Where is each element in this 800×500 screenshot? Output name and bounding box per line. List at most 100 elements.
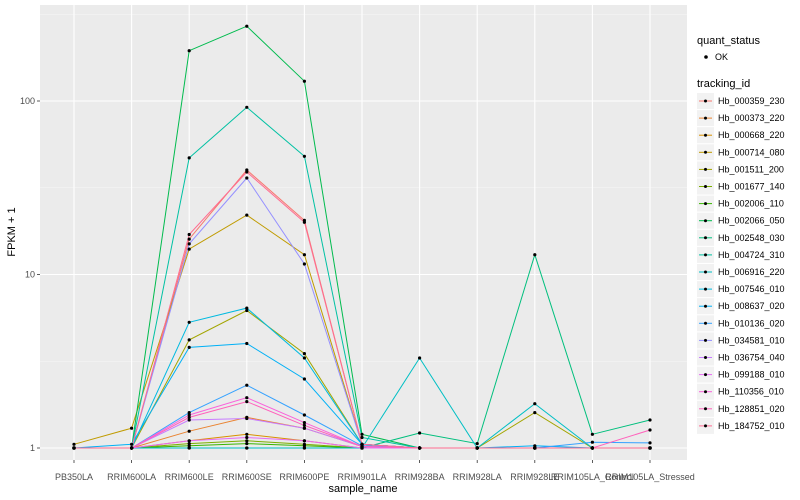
point-Hb_184752_010-RRIM928LE [533, 446, 537, 450]
point-Hb_128851_020-RRIM105LA_Stressed [648, 428, 652, 432]
x-tick-label-RRIM928BA: RRIM928BA [395, 472, 445, 482]
point-Hb_110356_010-RRIM600LE [187, 413, 191, 417]
legend-label-Hb_004724_310: Hb_004724_310 [718, 250, 785, 260]
point-Hb_008637_020-RRIM600PE [302, 377, 306, 381]
legend-label-Hb_000359_230: Hb_000359_230 [718, 96, 785, 106]
legend-title-tracking-id: tracking_id [697, 78, 750, 90]
point-Hb_184752_010-RRIM901LA [360, 442, 364, 446]
point-Hb_002548_030-RRIM928LE [533, 253, 537, 257]
plot-panel [40, 5, 687, 460]
legend-key-point-Hb_000373_220 [704, 116, 707, 120]
y-ticks: 1 10 100 [20, 96, 40, 453]
point-Hb_010136_020-RRIM600PE [302, 413, 306, 417]
point-Hb_007546_010-RRIM600SE [245, 306, 249, 310]
legend-label-Hb_002548_030: Hb_002548_030 [718, 233, 785, 243]
point-Hb_000359_230-RRIM600LE [187, 237, 191, 241]
point-Hb_001511_200-RRIM600LE [187, 338, 191, 342]
point-Hb_002548_030-RRIM928LA [475, 442, 479, 446]
point-Hb_004724_310-RRIM600SE [245, 105, 249, 109]
point-Hb_006916_220-RRIM600LE [187, 446, 191, 450]
legend: quant_status OK tracking_id Hb_000359_23… [697, 35, 785, 434]
point-Hb_099188_010-RRIM600SE [245, 435, 249, 440]
legend-key-point-Hb_128851_020 [704, 407, 707, 411]
point-Hb_036754_040-RRIM600SE [245, 416, 249, 421]
point-Hb_034581_010-RRIM600SE [245, 176, 249, 180]
legend-key-point-Hb_036754_040 [704, 356, 707, 359]
legend-key-point-Hb_099188_010 [704, 373, 707, 377]
point-Hb_099188_010-RRIM600LE [187, 439, 191, 443]
point-Hb_002006_110-RRIM600SE [245, 442, 249, 446]
point-Hb_004724_310-RRIM600LE [187, 156, 191, 160]
point-Hb_184752_010-RRIM928LA [475, 446, 479, 450]
legend-key-point-Hb_006916_220 [704, 270, 707, 274]
x-ticks: PB350LA RRIM600LA RRIM600LE RRIM600SE RRIM60… [55, 460, 695, 482]
point-Hb_128851_020-RRIM600SE [245, 400, 249, 404]
point-Hb_001511_200-RRIM600PE [302, 352, 306, 356]
legend-key-ok-point [704, 55, 708, 59]
legend-label-Hb_006916_220: Hb_006916_220 [718, 267, 785, 277]
point-Hb_034581_010-RRIM600PE [302, 262, 306, 266]
x-tick-label-RRIM600SE: RRIM600SE [222, 472, 272, 482]
point-Hb_008637_020-RRIM600LA [130, 442, 134, 446]
point-Hb_128851_020-RRIM600LE [187, 415, 191, 419]
points-layer [72, 24, 652, 450]
legend-label-Hb_002066_050: Hb_002066_050 [718, 216, 785, 226]
legend-title-quant-status: quant_status [697, 35, 760, 47]
point-Hb_007546_010-RRIM600PE [302, 356, 306, 360]
point-Hb_036754_040-RRIM600PE [302, 426, 306, 430]
legend-label-Hb_128851_020: Hb_128851_020 [718, 404, 785, 414]
point-Hb_002066_050-RRIM600PE [302, 79, 306, 83]
x-tick-label-RRIM928LE: RRIM928LE [510, 472, 559, 482]
legend-key-point-Hb_000714_080 [704, 150, 707, 154]
x-tick-label-RRIM928LA: RRIM928LA [453, 472, 502, 482]
y-tick-label-2: 100 [20, 96, 35, 106]
point-Hb_006916_220-RRIM928BA [418, 356, 422, 360]
legend-key-point-Hb_010136_020 [704, 321, 707, 325]
legend-label-Hb_036754_040: Hb_036754_040 [718, 353, 785, 363]
point-Hb_110356_010-RRIM600SE [245, 396, 249, 400]
point-Hb_002548_030-RRIM105LA_Stressed [648, 418, 652, 422]
x-tick-label-RRIM105LA_Control: RRIM105LA_Control [551, 472, 634, 482]
legend-label-ok: OK [715, 52, 728, 62]
legend-key-point-Hb_034581_010 [704, 338, 707, 342]
legend-label-Hb_000373_220: Hb_000373_220 [718, 113, 785, 123]
point-Hb_001511_200-RRIM600SE [245, 308, 249, 313]
point-Hb_002548_030-RRIM105LA_Control [590, 432, 595, 436]
x-tick-label-RRIM600PE: RRIM600PE [279, 472, 329, 482]
point-Hb_002548_030-RRIM928BA [418, 431, 422, 435]
point-Hb_184752_010-RRIM600PE [302, 220, 306, 224]
legend-key-point-Hb_000359_230 [704, 99, 707, 103]
legend-key-point-Hb_002548_030 [704, 236, 707, 240]
legend-label-Hb_001677_140: Hb_001677_140 [718, 182, 785, 192]
legend-key-point-Hb_008637_020 [704, 304, 707, 308]
point-Hb_099188_010-RRIM600PE [302, 439, 306, 443]
point-Hb_002006_110-RRIM600LE [187, 444, 191, 448]
point-Hb_010136_020-RRIM600LE [187, 411, 191, 415]
point-Hb_000373_220-RRIM600LE [187, 429, 191, 433]
legend-key-point-Hb_002006_110 [704, 202, 707, 206]
point-Hb_000714_080-RRIM600SE [245, 213, 249, 217]
point-Hb_007546_010-RRIM600LE [187, 320, 191, 324]
point-Hb_006916_220-RRIM600PE [302, 446, 306, 450]
point-Hb_000714_080-PB350LA [72, 442, 76, 446]
point-Hb_008637_020-RRIM928LE [533, 444, 537, 448]
legend-label-Hb_001511_200: Hb_001511_200 [718, 164, 784, 174]
point-Hb_004724_310-RRIM901LA [360, 435, 364, 440]
y-tick-label-1: 10 [25, 270, 35, 280]
point-Hb_001511_200-RRIM928LE [533, 411, 537, 415]
legend-label-Hb_034581_010: Hb_034581_010 [718, 335, 785, 345]
legend-key-point-Hb_000668_220 [704, 133, 707, 137]
point-Hb_184752_010-RRIM105LA_Stressed [648, 446, 652, 450]
point-Hb_128851_020-RRIM901LA [360, 444, 364, 449]
x-tick-label-RRIM600LA: RRIM600LA [107, 472, 156, 482]
legend-label-Hb_099188_010: Hb_099188_010 [718, 370, 785, 380]
point-Hb_010136_020-RRIM105LA_Stressed [648, 441, 652, 445]
point-Hb_006916_220-RRIM928LE [533, 402, 537, 406]
x-tick-label-RRIM901LA: RRIM901LA [337, 472, 386, 482]
point-Hb_002066_050-RRIM901LA [360, 432, 364, 436]
point-Hb_184752_010-PB350LA [72, 446, 76, 450]
legend-label-Hb_008637_020: Hb_008637_020 [718, 301, 785, 311]
point-Hb_000668_220-RRIM600SE [245, 432, 249, 436]
legend-key-point-Hb_007546_010 [704, 287, 707, 291]
y-tick-label-0: 1 [30, 443, 35, 453]
